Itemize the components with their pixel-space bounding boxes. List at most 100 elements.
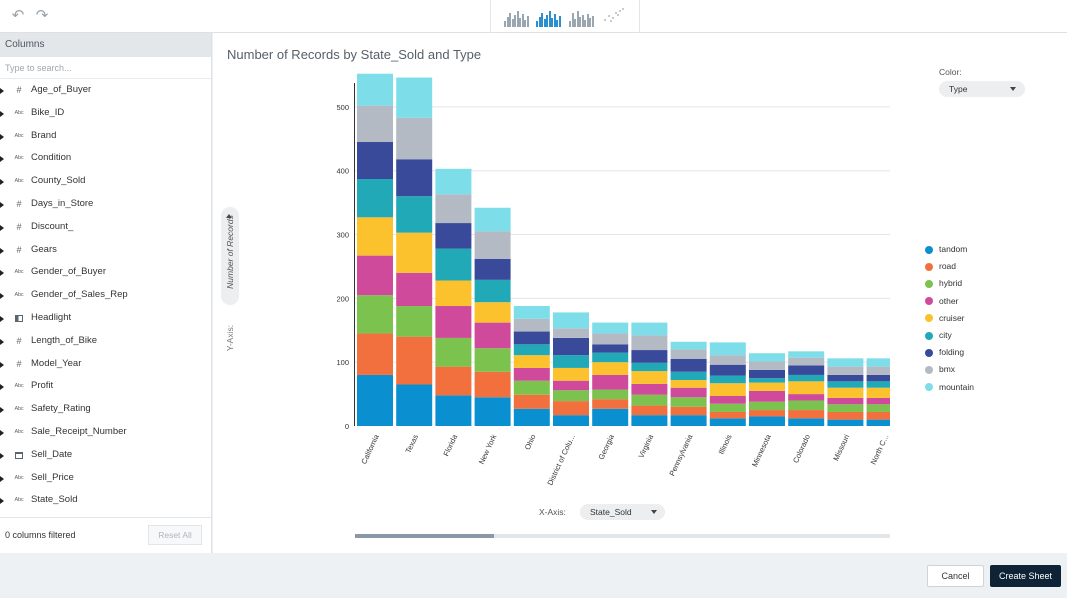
bar-segment-road[interactable] [513, 394, 550, 409]
bar-segment-tandom[interactable] [357, 374, 393, 426]
expand-arrow-icon[interactable] [0, 338, 4, 345]
bar-segment-road[interactable] [709, 411, 746, 419]
bar-segment-bmx[interactable] [788, 357, 825, 366]
bar-segment-bmx[interactable] [553, 328, 589, 338]
bar-segment-city[interactable] [709, 375, 746, 384]
cancel-button[interactable]: Cancel [927, 565, 984, 587]
legend-item-cruiser[interactable]: cruiser [925, 310, 974, 327]
column-item[interactable]: # Discount_ [0, 216, 211, 239]
expand-arrow-icon[interactable] [0, 452, 4, 459]
column-item[interactable]: Abc Profit [0, 375, 211, 398]
bar-segment-road[interactable] [592, 399, 629, 409]
bar-segment-city[interactable] [631, 362, 668, 372]
bar-segment-other[interactable] [513, 367, 550, 381]
scatter-chart-icon[interactable] [601, 7, 625, 27]
bar-segment-folding[interactable] [788, 365, 825, 375]
bar-segment-hybrid[interactable] [631, 394, 668, 406]
column-item[interactable]: # Days_in_Store [0, 193, 211, 216]
bar-segment-folding[interactable] [592, 344, 629, 353]
bar-chart-icon[interactable] [504, 7, 529, 27]
bar-segment-city[interactable] [435, 248, 472, 281]
expand-arrow-icon[interactable] [0, 133, 4, 140]
column-item[interactable]: Abc Safety_Rating [0, 398, 211, 421]
color-select[interactable]: Type [939, 81, 1025, 97]
bar-segment-city[interactable] [474, 279, 511, 303]
legend-item-folding[interactable]: folding [925, 344, 974, 361]
bar-segment-mountain[interactable] [866, 358, 890, 367]
column-item[interactable]: # Length_of_Bike [0, 330, 211, 353]
column-item[interactable]: # Gears [0, 239, 211, 262]
column-item[interactable]: Abc Condition [0, 147, 211, 170]
bar-segment-hybrid[interactable] [396, 306, 433, 337]
bar-segment-hybrid[interactable] [670, 397, 707, 407]
expand-arrow-icon[interactable] [0, 88, 4, 94]
expand-arrow-icon[interactable] [0, 384, 4, 391]
bar-segment-cruiser[interactable] [866, 387, 890, 398]
bar-segment-road[interactable] [827, 411, 864, 420]
bar-segment-cruiser[interactable] [357, 217, 393, 256]
bar-segment-mountain[interactable] [788, 351, 825, 358]
bar-segment-mountain[interactable] [827, 358, 864, 367]
legend-item-other[interactable]: other [925, 293, 974, 310]
column-item[interactable]: # Age_of_Buyer [0, 79, 211, 102]
column-item[interactable]: Abc Bike_ID [0, 102, 211, 125]
undo-icon[interactable]: ↶ [11, 7, 25, 24]
bar-segment-hybrid[interactable] [788, 400, 825, 411]
bar-segment-tandom[interactable] [709, 418, 746, 426]
bar-segment-bmx[interactable] [749, 361, 785, 370]
bar-segment-bmx[interactable] [435, 194, 472, 224]
expand-arrow-icon[interactable] [0, 293, 4, 300]
bar-segment-folding[interactable] [396, 159, 433, 197]
bar-segment-cruiser[interactable] [435, 280, 472, 307]
bar-segment-other[interactable] [709, 396, 746, 404]
legend-item-bmx[interactable]: bmx [925, 361, 974, 378]
column-item[interactable]: Abc Gender_of_Sales_Rep [0, 284, 211, 307]
bar-segment-bmx[interactable] [592, 333, 629, 345]
bar-segment-mountain[interactable] [749, 353, 785, 362]
bar-segment-other[interactable] [866, 397, 890, 405]
bar-segment-other[interactable] [396, 272, 433, 307]
bar-segment-bmx[interactable] [670, 349, 707, 359]
bar-segment-mountain[interactable] [357, 73, 393, 106]
bar-segment-folding[interactable] [435, 223, 472, 249]
bar-segment-tandom[interactable] [474, 397, 511, 426]
bar-segment-mountain[interactable] [513, 306, 550, 319]
expand-arrow-icon[interactable] [0, 498, 4, 505]
bar-segment-mountain[interactable] [631, 322, 668, 336]
grouped-bar-chart-icon[interactable] [569, 7, 594, 27]
bar-segment-hybrid[interactable] [435, 337, 472, 367]
bar-segment-cruiser[interactable] [396, 232, 433, 273]
bar-segment-city[interactable] [827, 381, 864, 388]
bar-segment-mountain[interactable] [396, 77, 433, 118]
legend-item-hybrid[interactable]: hybrid [925, 275, 974, 292]
column-item[interactable]: Abc Gender_of_Buyer [0, 261, 211, 284]
bar-segment-tandom[interactable] [788, 418, 825, 426]
bar-segment-bmx[interactable] [631, 335, 668, 351]
bar-segment-tandom[interactable] [827, 419, 864, 426]
bar-segment-other[interactable] [592, 374, 629, 390]
bar-segment-cruiser[interactable] [474, 302, 511, 323]
column-item[interactable]: Abc County_Sold [0, 170, 211, 193]
bar-segment-folding[interactable] [513, 331, 550, 345]
expand-arrow-icon[interactable] [0, 475, 4, 482]
expand-arrow-icon[interactable] [0, 110, 4, 117]
bar-segment-bmx[interactable] [709, 355, 746, 365]
bar-segment-mountain[interactable] [709, 342, 746, 356]
column-item[interactable]: Abc State_Sold [0, 489, 211, 512]
legend-item-city[interactable]: city [925, 327, 974, 344]
bar-segment-tandom[interactable] [670, 415, 707, 426]
bar-segment-cruiser[interactable] [513, 355, 550, 368]
bar-segment-city[interactable] [749, 378, 785, 383]
bar-segment-hybrid[interactable] [474, 348, 511, 372]
bar-segment-mountain[interactable] [553, 312, 589, 329]
bar-segment-folding[interactable] [474, 258, 511, 280]
column-item[interactable]: # Model_Year [0, 353, 211, 376]
bar-segment-road[interactable] [670, 406, 707, 416]
expand-arrow-icon[interactable] [0, 201, 4, 208]
bar-segment-cruiser[interactable] [709, 383, 746, 397]
expand-arrow-icon[interactable] [0, 315, 4, 322]
y-axis-select[interactable]: Number of Records [221, 207, 239, 305]
bar-segment-other[interactable] [788, 394, 825, 401]
redo-icon[interactable]: ↷ [35, 7, 49, 24]
bar-segment-other[interactable] [670, 387, 707, 398]
